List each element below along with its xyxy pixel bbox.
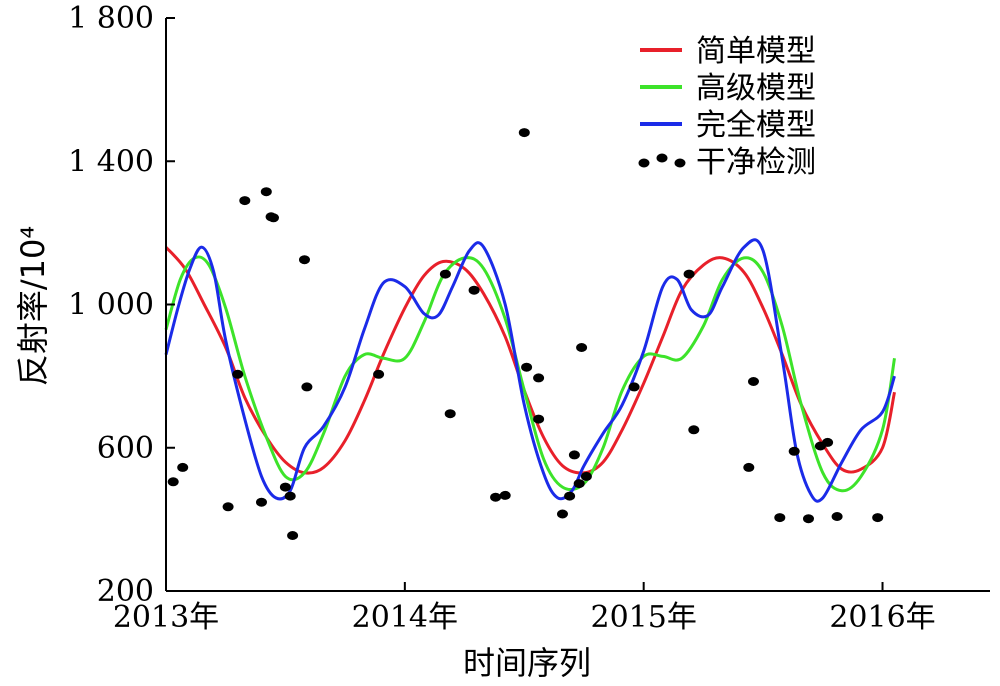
data-point [831, 512, 843, 521]
legend-swatch-dot [674, 158, 686, 168]
y-axis-title: 反射率/10⁴ [14, 226, 52, 386]
x-ticks: 2013年 2014年 2015年 2016年 [113, 582, 936, 635]
data-point [521, 362, 533, 372]
legend-label-1: 简单模型 [696, 34, 816, 69]
series-line-3 [164, 238, 896, 503]
data-point [576, 343, 588, 352]
data-point [533, 414, 545, 424]
data-point [573, 479, 585, 489]
plot-points [167, 128, 884, 540]
legend-swatch-dot [638, 158, 650, 168]
x-axis-title: 时间序列 [463, 644, 591, 682]
data-point [287, 531, 299, 540]
series-line-1 [164, 246, 896, 475]
x-tick-label: 2013年 [113, 600, 219, 635]
data-point [533, 373, 545, 383]
data-point [439, 269, 451, 279]
data-point [284, 491, 296, 501]
data-point [788, 446, 800, 456]
legend-swatch-dot [656, 153, 668, 163]
plot-lines [164, 238, 896, 503]
y-tick-label: 600 [97, 431, 154, 466]
data-point [373, 369, 385, 379]
data-point [299, 255, 310, 265]
x-tick-label: 2014年 [352, 600, 458, 635]
data-point [568, 450, 580, 460]
data-point [822, 437, 834, 447]
legend-label-2: 高级模型 [696, 71, 816, 106]
data-point [279, 482, 291, 492]
data-point [803, 514, 814, 524]
data-point [232, 369, 244, 379]
data-point [468, 285, 480, 295]
data-point [490, 492, 502, 502]
data-point [499, 490, 511, 500]
data-point [557, 509, 568, 519]
y-tick-label: 1 800 [68, 1, 154, 36]
y-ticks: 200 600 1 000 1 400 1 800 [68, 1, 175, 609]
data-point [260, 187, 272, 197]
data-point [683, 269, 695, 279]
data-point [268, 213, 279, 223]
legend-label-3: 完全模型 [696, 108, 816, 143]
y-tick-label: 1 000 [68, 288, 154, 323]
data-point [743, 462, 755, 472]
data-point [444, 409, 456, 419]
legend-label-4: 干净检测 [696, 145, 816, 180]
data-point [628, 382, 640, 392]
data-point [580, 471, 592, 481]
y-tick-label: 1 400 [68, 144, 154, 179]
data-point [239, 196, 251, 206]
data-point [748, 377, 759, 386]
data-point [564, 491, 576, 501]
y-tick-label: 200 [97, 574, 154, 609]
data-point [872, 513, 884, 523]
data-point [177, 462, 189, 472]
data-point [167, 477, 179, 487]
data-point [518, 128, 530, 138]
series-line-2 [164, 255, 896, 493]
x-tick-label: 2015年 [591, 600, 697, 635]
data-point [688, 425, 700, 435]
data-point [774, 513, 786, 523]
data-point [301, 382, 313, 392]
data-point [222, 502, 234, 512]
data-point [256, 497, 267, 507]
axes [165, 18, 990, 592]
x-tick-label: 2016年 [829, 600, 935, 635]
